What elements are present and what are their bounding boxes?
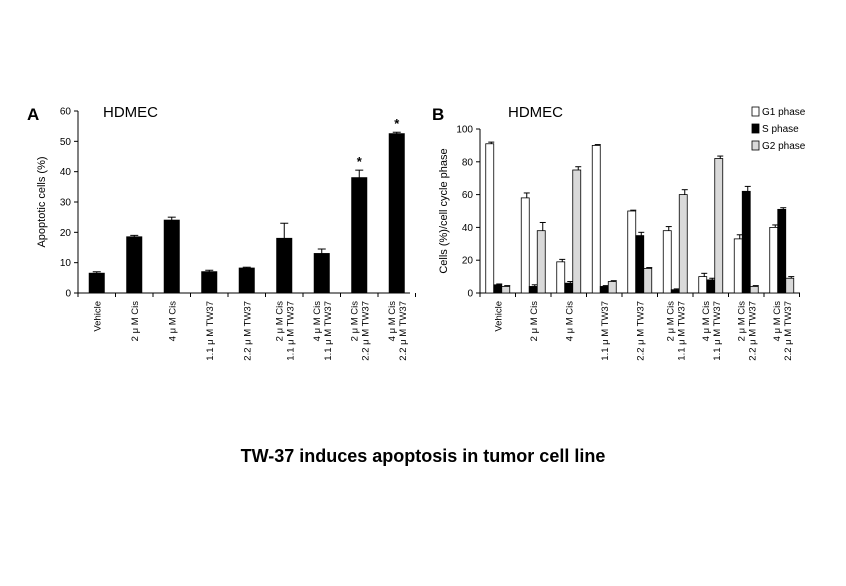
bar — [126, 236, 143, 294]
x-tick-label: 4 μ M Cis — [564, 301, 575, 342]
y-axis-label: Apoptotic cells (%) — [36, 156, 48, 247]
x-tick-label: 2.2 μ M TW37 — [747, 301, 758, 361]
bar — [238, 267, 255, 294]
y-tick-label: 60 — [60, 107, 72, 118]
legend-label: G1 phase — [762, 107, 806, 118]
bar-g2-phase — [643, 267, 653, 294]
x-tick-label: 1.1 μ M TW37 — [323, 301, 334, 361]
bar-s-phase — [528, 286, 538, 294]
bar-s-phase — [564, 282, 574, 294]
x-tick-label: 2 μ M Cis — [665, 301, 676, 342]
x-tick-label: 4 μ M Cis — [772, 301, 783, 342]
x-tick-label: 1.1 μ M TW37 — [285, 301, 296, 361]
y-tick-label: 40 — [60, 167, 72, 178]
x-tick-label: 1.1 μ M TW37 — [600, 301, 611, 361]
bar-s-phase — [741, 190, 751, 294]
bar-g2-phase — [749, 286, 759, 294]
bar — [276, 237, 293, 294]
y-tick-label: 20 — [462, 256, 474, 267]
bar — [163, 219, 180, 294]
x-tick-label: 1.1 μ M TW37 — [676, 301, 687, 361]
bar-g2-phase — [536, 230, 546, 294]
legend-swatch — [751, 106, 760, 117]
x-tick-label: 1.1 μ M TW37 — [712, 301, 723, 361]
legend-label: S phase — [762, 124, 799, 135]
bar-s-phase — [493, 284, 503, 294]
bar-g2-phase — [607, 281, 617, 294]
bar-g1-phase — [591, 144, 601, 294]
y-tick-label: 80 — [462, 157, 474, 168]
bar-g2-phase — [678, 194, 688, 294]
x-tick-label: Vehicle — [92, 301, 103, 332]
significance-marker: * — [357, 154, 363, 169]
y-tick-label: 10 — [60, 258, 72, 269]
bar-g1-phase — [769, 226, 779, 294]
bar-s-phase — [777, 208, 787, 294]
x-tick-label: 1.1 μ M TW37 — [205, 301, 216, 361]
y-tick-label: 40 — [462, 223, 474, 234]
x-tick-label: 4 μ M Cis — [701, 301, 712, 342]
y-tick-label: 0 — [65, 289, 71, 300]
bar-g1-phase — [485, 143, 495, 294]
x-tick-label: 2 μ M Cis — [349, 301, 360, 342]
bar-g1-phase — [733, 238, 743, 294]
bar-g2-phase — [501, 286, 511, 294]
bar-s-phase — [599, 286, 609, 294]
bar-g1-phase — [556, 261, 566, 294]
significance-marker: * — [394, 116, 400, 131]
panel-b-title: HDMEC — [508, 104, 563, 121]
panel-a-title: HDMEC — [103, 104, 158, 121]
bar-s-phase — [670, 289, 680, 294]
x-tick-label: 2.2 μ M TW37 — [635, 301, 646, 361]
y-tick-label: 100 — [456, 125, 473, 136]
x-tick-label: 2 μ M Cis — [130, 301, 141, 342]
panel-a-letter: A — [27, 105, 39, 124]
x-tick-label: 2.2 μ M TW37 — [398, 301, 409, 361]
bar-g2-phase — [714, 158, 724, 294]
bar — [201, 271, 218, 294]
x-tick-label: 2.2 μ M TW37 — [360, 301, 371, 361]
x-tick-label: 2 μ M Cis — [274, 301, 285, 342]
y-tick-label: 30 — [60, 198, 72, 209]
y-tick-label: 20 — [60, 228, 72, 239]
figure-caption: TW-37 induces apoptosis in tumor cell li… — [240, 446, 606, 466]
y-tick-label: 60 — [462, 190, 474, 201]
legend-swatch — [751, 140, 760, 151]
x-tick-label: 4 μ M Cis — [312, 301, 323, 342]
x-tick-label: 2.2 μ M TW37 — [783, 301, 794, 361]
bar-g1-phase — [698, 276, 708, 294]
y-tick-label: 0 — [467, 289, 473, 300]
bar-g2-phase — [572, 169, 582, 294]
bar-s-phase — [635, 235, 645, 294]
legend-swatch — [751, 123, 760, 134]
bar — [313, 253, 330, 294]
x-tick-label: 2.2 μ M TW37 — [242, 301, 253, 361]
legend-label: G2 phase — [762, 141, 806, 152]
bar — [351, 177, 368, 294]
x-tick-label: 4 μ M Cis — [167, 301, 178, 342]
y-axis-label: Cells (%)/cell cycle phase — [438, 148, 450, 273]
panel-b: B HDMEC 0 20 40 60 80 100 Cells (%)/cell cycle… — [432, 104, 806, 361]
x-tick-label: 4 μ M Cis — [387, 301, 398, 342]
panel-a: A HDMEC 0 10 20 30 40 50 60 Apoptotic cells (%)… — [27, 104, 416, 361]
x-tick-label: Vehicle — [493, 301, 504, 332]
bar-g1-phase — [627, 210, 637, 294]
bar — [88, 272, 105, 294]
panel-b-letter: B — [432, 105, 444, 124]
bar-g1-phase — [520, 197, 530, 294]
y-tick-label: 50 — [60, 137, 72, 148]
bar-g2-phase — [785, 277, 795, 294]
x-tick-label: 2 μ M Cis — [736, 301, 747, 342]
x-tick-label: 2 μ M Cis — [529, 301, 540, 342]
bar-s-phase — [706, 279, 716, 294]
bar — [388, 133, 405, 294]
bar-g1-phase — [662, 230, 672, 294]
